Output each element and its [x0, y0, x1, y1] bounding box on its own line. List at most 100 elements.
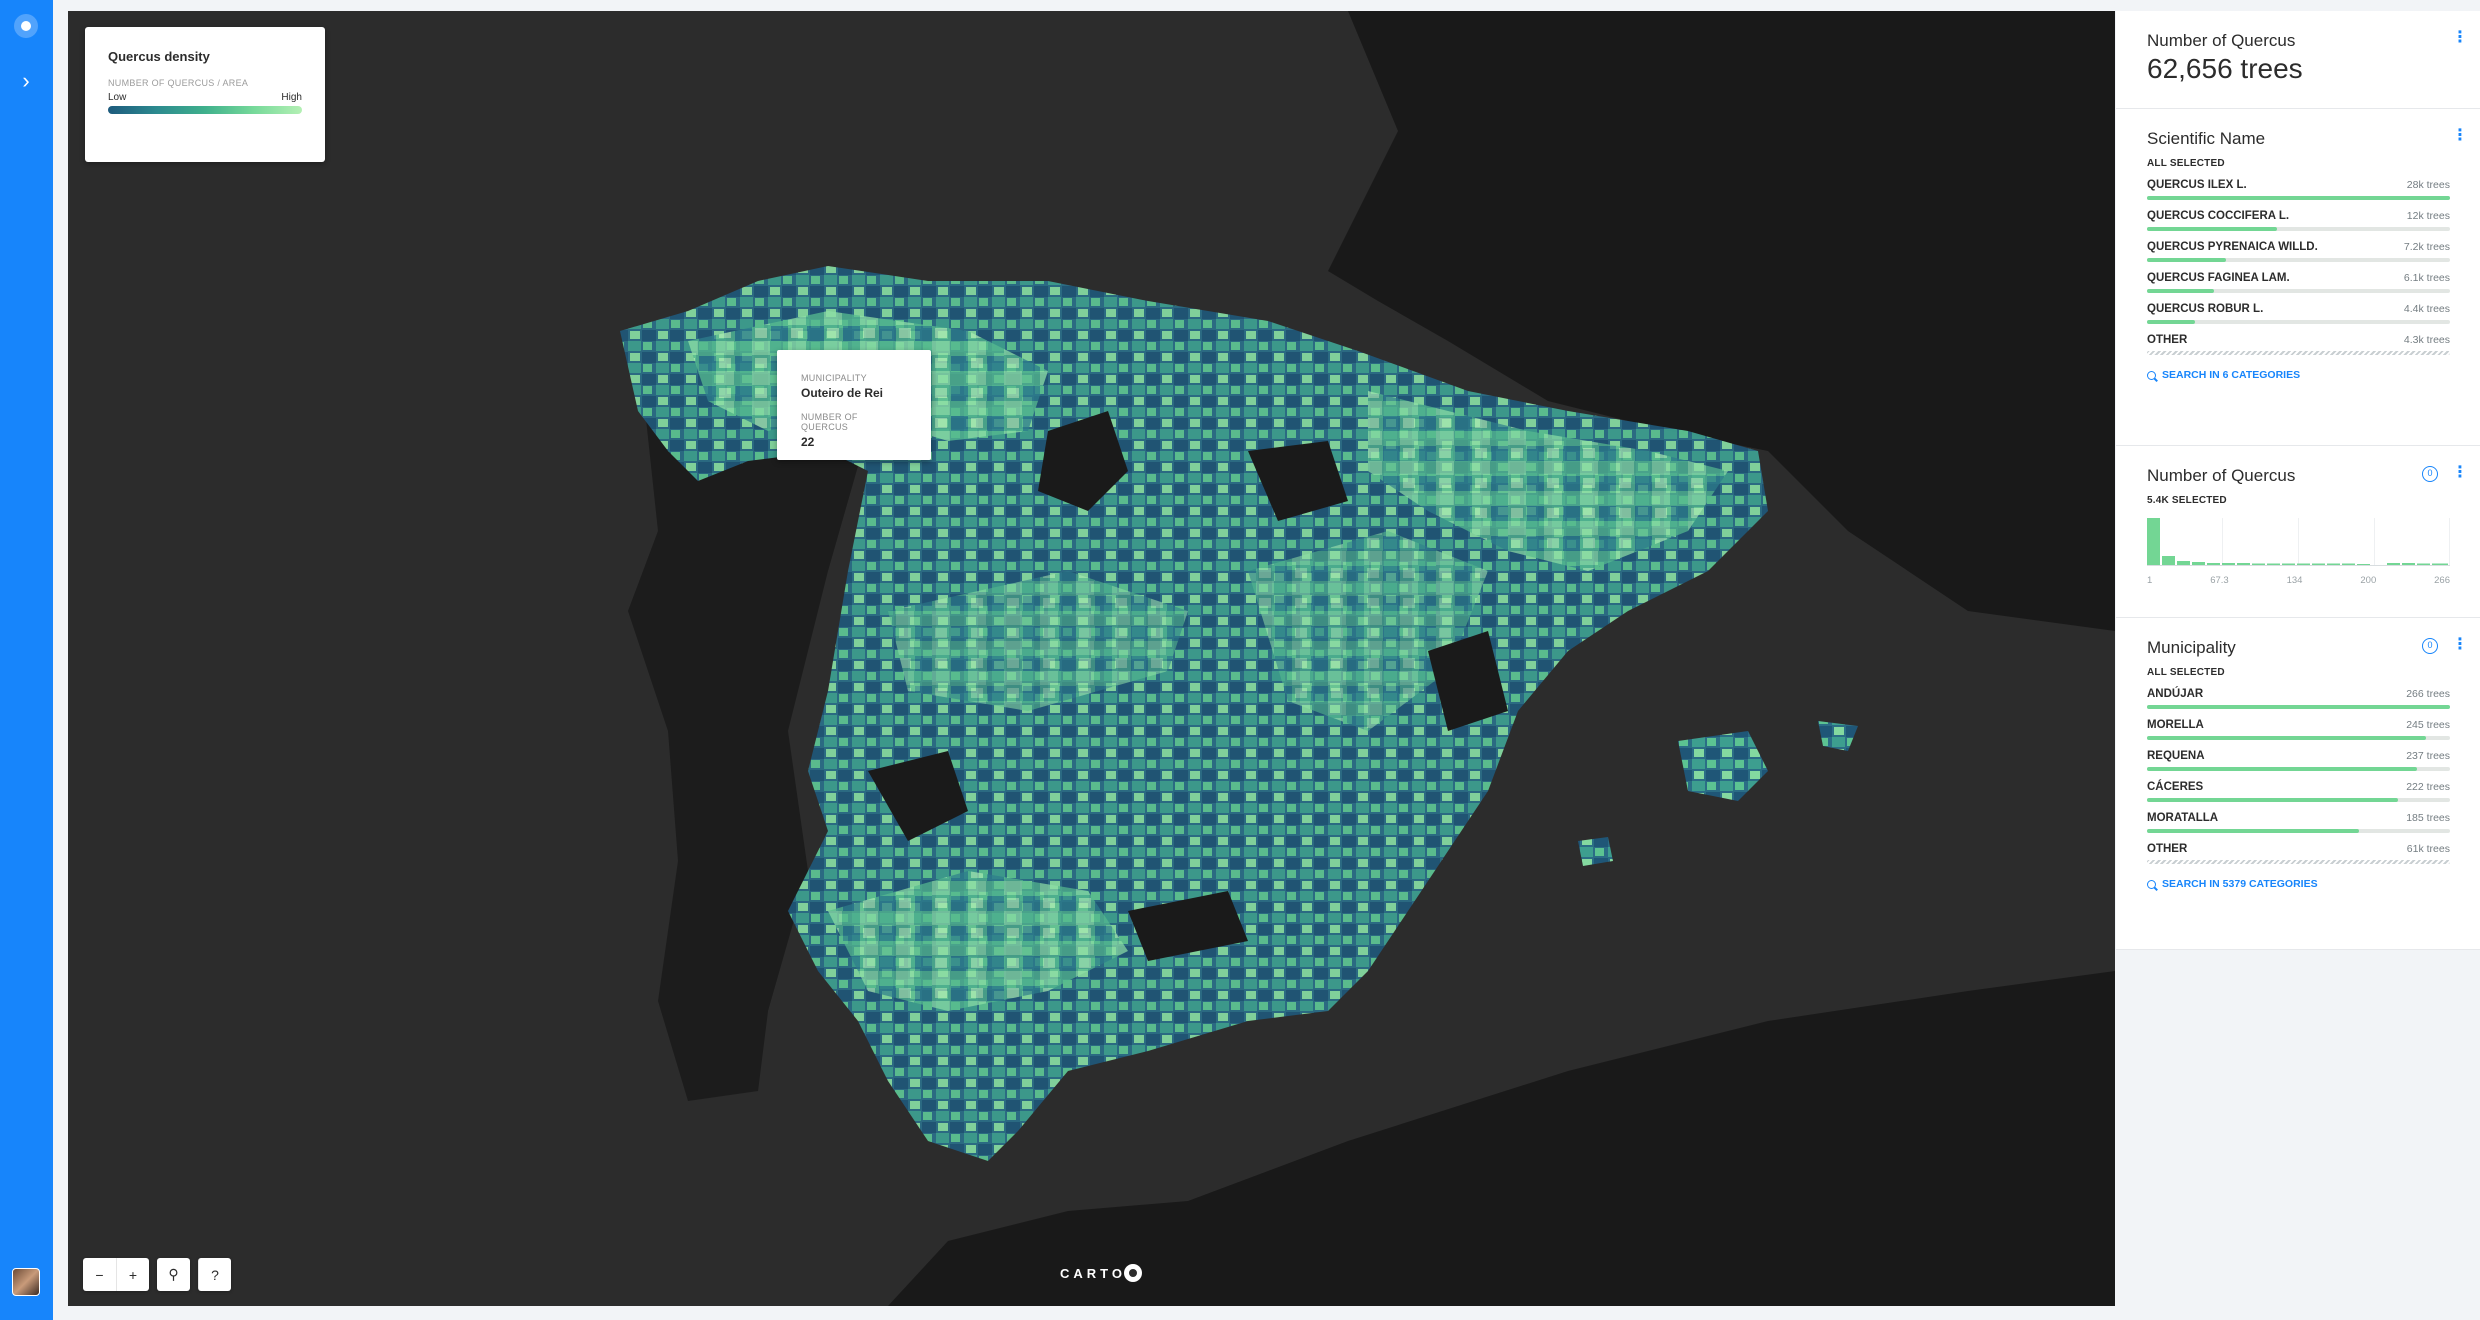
histogram-tick-label: 266: [2434, 575, 2450, 586]
histogram-bar: [2237, 563, 2250, 565]
category-item[interactable]: MORELLA 245 trees: [2147, 719, 2450, 740]
histogram-bar: [2222, 563, 2235, 565]
category-list: QUERCUS ILEX L. 28k trees QUERCUS COCCIFER…: [2147, 179, 2450, 355]
widget-histogram-title: Number of Quercus: [2147, 466, 2296, 485]
category-value: 245 trees: [2406, 719, 2450, 731]
histogram-tick-label: 200: [2360, 575, 2377, 586]
histogram-bar: [2147, 518, 2160, 565]
histogram-bar: [2312, 563, 2325, 565]
category-name: OTHER: [2147, 334, 2188, 346]
histogram-bar: [2327, 563, 2340, 565]
category-bar: [2147, 351, 2450, 355]
category-search-label: SEARCH IN 6 CATEGORIES: [2162, 369, 2301, 381]
histogram-tick-label: 1: [2147, 575, 2153, 586]
category-item[interactable]: OTHER 61k trees: [2147, 843, 2450, 864]
search-location-button[interactable]: ⚲: [157, 1258, 190, 1291]
user-avatar[interactable]: [12, 1268, 40, 1296]
category-item[interactable]: QUERCUS ROBUR L. 4.4k trees: [2147, 303, 2450, 324]
chevron-right-icon[interactable]: ›: [22, 68, 30, 93]
zoom-out-button[interactable]: −: [95, 1266, 104, 1283]
category-value: 266 trees: [2406, 688, 2450, 700]
search-icon: ⚲: [168, 1266, 179, 1282]
histogram-bars[interactable]: [2147, 518, 2450, 566]
help-button[interactable]: ?: [198, 1258, 231, 1291]
category-value: 4.4k trees: [2403, 303, 2450, 315]
category-name: MORATALLA: [2147, 812, 2219, 824]
category-name: MORELLA: [2147, 719, 2204, 731]
category-name: QUERCUS FAGINEA LAM.: [2147, 272, 2290, 284]
histogram-bar: [2297, 563, 2310, 565]
legend-subtitle: NUMBER OF QUERCUS / AREA: [108, 78, 249, 88]
category-value: 7.2k trees: [2403, 241, 2450, 253]
category-bar: [2147, 258, 2450, 262]
histogram-bar: [2207, 563, 2220, 565]
histogram-tick-label: 67.3: [2210, 575, 2229, 586]
widget-menu-icon[interactable]: [2452, 466, 2458, 480]
category-search-link[interactable]: SEARCH IN 5379 CATEGORIES: [2147, 878, 2450, 890]
category-item[interactable]: CÁCERES 222 trees: [2147, 781, 2450, 802]
category-value: 6.1k trees: [2403, 272, 2450, 284]
widget-menu-icon[interactable]: [2452, 31, 2458, 45]
category-name: QUERCUS ROBUR L.: [2147, 303, 2264, 315]
category-bar: [2147, 829, 2450, 833]
category-bar: [2147, 227, 2450, 231]
category-name: QUERCUS PYRENAICA WILLD.: [2147, 241, 2318, 253]
category-name: QUERCUS ILEX L.: [2147, 179, 2247, 191]
histogram-bar: [2267, 563, 2280, 565]
app-sidebar: ›: [0, 0, 53, 1320]
histogram-bar: [2432, 563, 2448, 565]
widget-status: 5.4K SELECTED: [2147, 495, 2227, 506]
category-item[interactable]: QUERCUS FAGINEA LAM. 6.1k trees: [2147, 272, 2450, 293]
filter-count-badge[interactable]: 0: [2422, 638, 2438, 654]
category-value: 4.3k trees: [2403, 334, 2450, 346]
category-item[interactable]: QUERCUS ILEX L. 28k trees: [2147, 179, 2450, 200]
category-item[interactable]: QUERCUS PYRENAICA WILLD. 7.2k trees: [2147, 241, 2450, 262]
histogram-bar: [2162, 556, 2175, 565]
search-icon: [2147, 879, 2156, 889]
carto-wordmark: CARTO: [1060, 1265, 1126, 1281]
category-value: 12k trees: [2406, 210, 2450, 222]
histogram-bar: [2252, 563, 2265, 565]
widgets-panel: Number of Quercus 62,656 trees Scientifi…: [2116, 11, 2480, 951]
category-value: 28k trees: [2406, 179, 2450, 191]
category-bar: [2147, 767, 2450, 771]
category-name: ANDÚJAR: [2147, 688, 2204, 700]
histogram-bar: [2192, 562, 2205, 565]
category-bar: [2147, 320, 2450, 324]
carto-logo-icon[interactable]: [14, 14, 38, 38]
category-item[interactable]: MORATALLA 185 trees: [2147, 812, 2450, 833]
category-bar: [2147, 860, 2450, 864]
category-bar: [2147, 196, 2450, 200]
legend-low-label: Low: [108, 92, 127, 103]
zoom-in-button[interactable]: +: [116, 1258, 149, 1291]
histogram-bar: [2357, 564, 2370, 565]
histogram-tick-label: 134: [2286, 575, 2303, 586]
category-item[interactable]: QUERCUS COCCIFERA L. 12k trees: [2147, 210, 2450, 231]
zoom-controls: − +: [83, 1258, 149, 1291]
tooltip-value-municipality: Outeiro de Rei: [801, 386, 884, 400]
category-value: 61k trees: [2406, 843, 2450, 855]
widget-scientific-name-title: Scientific Name: [2147, 129, 2266, 148]
histogram-bar: [2282, 563, 2295, 565]
density-legend: Quercus density NUMBER OF QUERCUS / AREA…: [85, 27, 325, 162]
widget-menu-icon[interactable]: [2452, 129, 2458, 143]
filter-count-badge[interactable]: 0: [2422, 466, 2438, 482]
map-canvas[interactable]: Quercus density NUMBER OF QUERCUS / AREA…: [68, 11, 2115, 1306]
histogram-bar: [2342, 563, 2355, 565]
category-item[interactable]: REQUENA 237 trees: [2147, 750, 2450, 771]
histogram-bar: [2417, 563, 2430, 565]
category-name: OTHER: [2147, 843, 2188, 855]
category-item[interactable]: ANDÚJAR 266 trees: [2147, 688, 2450, 709]
carto-attribution: CARTO: [1060, 1264, 1142, 1282]
category-item[interactable]: OTHER 4.3k trees: [2147, 334, 2450, 355]
carto-logo-icon: [1123, 1264, 1142, 1282]
category-search-link[interactable]: SEARCH IN 6 CATEGORIES: [2147, 369, 2450, 381]
histogram-bar: [2387, 563, 2400, 565]
search-icon: [2147, 370, 2156, 380]
tooltip-value-count: 22: [801, 435, 815, 449]
widget-menu-icon[interactable]: [2452, 638, 2458, 652]
category-bar: [2147, 736, 2450, 740]
histogram-chart[interactable]: 1 67.3 134 200 266: [2147, 518, 2450, 586]
category-value: 222 trees: [2406, 781, 2450, 793]
category-bar: [2147, 798, 2450, 802]
